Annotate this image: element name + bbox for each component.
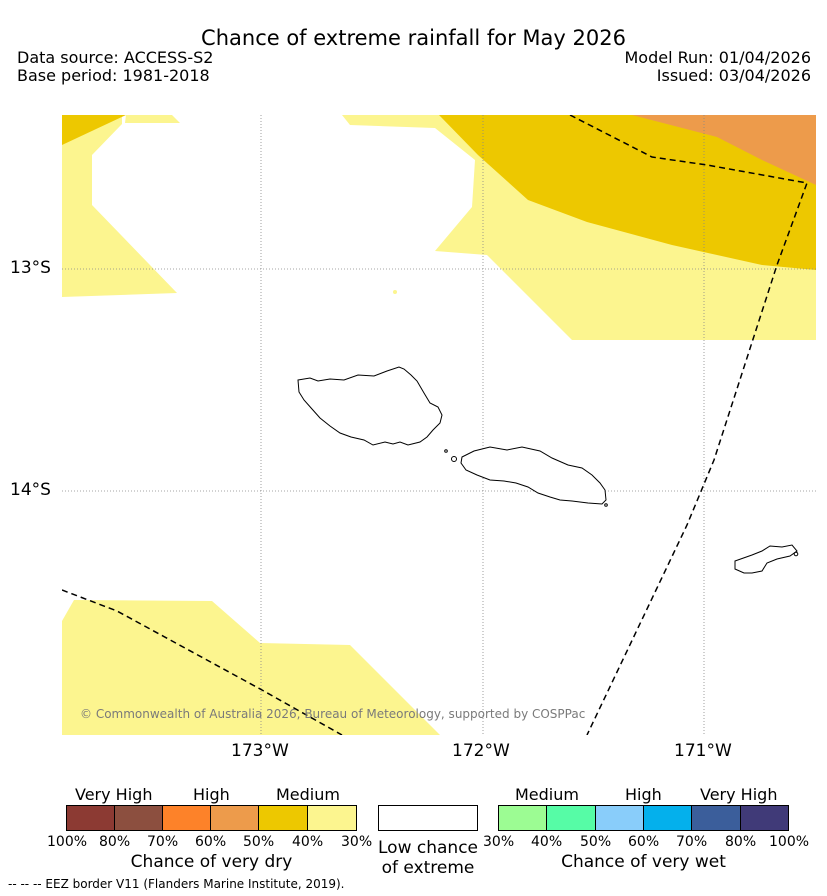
map-gridlines (62, 115, 816, 735)
tick-wet-40: 40% (531, 834, 563, 850)
rain-chance-medium-dark-nw (62, 115, 126, 145)
map-canvas: © Commonwealth of Australia 2026, Bureau… (62, 115, 816, 735)
tick-wet-100: 100% (769, 834, 810, 850)
legend-dry-medium: Medium (276, 785, 340, 804)
island-upolu (460, 446, 607, 505)
legend-wet-medium: Medium (515, 785, 579, 804)
data-source: Data source: ACCESS-S2 (17, 48, 214, 67)
island-aunuu (793, 551, 799, 557)
rain-chance-high-ne (632, 115, 816, 185)
rain-chance-medium-dot (393, 290, 397, 294)
legend-dry-caption: Chance of very dry (130, 852, 293, 872)
islands (297, 366, 799, 574)
tick-dry-70: 70% (147, 834, 179, 850)
rain-chance-medium-dark-ne (439, 115, 816, 270)
tick-dry-30: 30% (341, 834, 373, 850)
eez-border (62, 115, 809, 735)
lat-label-14s: 14°S (10, 480, 51, 500)
model-run: Model Run: 01/04/2026 (624, 48, 812, 67)
island-savaii (297, 366, 443, 446)
lon-label-173w: 173°W (231, 741, 289, 761)
eez-border-southwest (62, 589, 343, 735)
map-title: Chance of extreme rainfall for May 2026 (201, 26, 626, 50)
swatch-wet-40-50 (546, 805, 596, 831)
island-apolima (444, 449, 448, 453)
lon-label-172w: 172°W (452, 741, 510, 761)
map-panel: © Commonwealth of Australia 2026, Bureau… (62, 115, 816, 735)
island-nuutele (604, 503, 608, 507)
legend-neutral-caption-2: of extreme (381, 858, 475, 878)
tick-dry-80: 80% (99, 834, 131, 850)
base-period: Base period: 1981-2018 (17, 66, 210, 85)
swatch-dry-50-40 (258, 805, 308, 831)
legend-wet-caption: Chance of very wet (561, 852, 726, 872)
tick-wet-70: 70% (676, 834, 708, 850)
swatch-dry-100-80 (66, 805, 115, 831)
tick-dry-60: 60% (195, 834, 227, 850)
swatch-wet-60-70 (643, 805, 692, 831)
rain-chance-medium-nw (62, 115, 180, 297)
legend-neutral-caption-1: Low chance (378, 838, 478, 858)
island-manono (451, 456, 457, 462)
lat-label-13s: 13°S (10, 258, 51, 278)
swatch-dry-60-50 (210, 805, 259, 831)
swatch-dry-70-60 (162, 805, 211, 831)
swatch-wet-50-60 (595, 805, 644, 831)
swatch-dry-40-30 (307, 805, 357, 831)
eez-footnote: -- -- -- EEZ border V11 (Flanders Marine… (8, 877, 345, 891)
rain-chance-medium-sw (62, 600, 440, 735)
legend-dry-high: High (193, 785, 230, 804)
tick-dry-40: 40% (292, 834, 324, 850)
island-tutuila (734, 544, 798, 574)
lon-label-171w: 171°W (674, 741, 732, 761)
legend-wet-very-high: Very High (700, 785, 778, 804)
eez-border-east (569, 115, 809, 735)
tick-wet-30: 30% (483, 834, 515, 850)
tick-dry-50: 50% (243, 834, 275, 850)
legend-wet-high: High (625, 785, 662, 804)
tick-wet-50: 50% (580, 834, 612, 850)
swatch-wet-30-40 (498, 805, 547, 831)
tick-dry-100: 100% (47, 834, 88, 850)
swatch-wet-80-100 (740, 805, 789, 831)
swatch-low-chance (378, 805, 478, 831)
issued-date: Issued: 03/04/2026 (656, 66, 811, 85)
swatch-wet-70-80 (691, 805, 741, 831)
tick-wet-80: 80% (725, 834, 757, 850)
legend-dry-very-high: Very High (75, 785, 153, 804)
swatch-dry-80-70 (114, 805, 163, 831)
copyright-text: © Commonwealth of Australia 2026, Bureau… (80, 707, 585, 721)
tick-wet-60: 60% (628, 834, 660, 850)
